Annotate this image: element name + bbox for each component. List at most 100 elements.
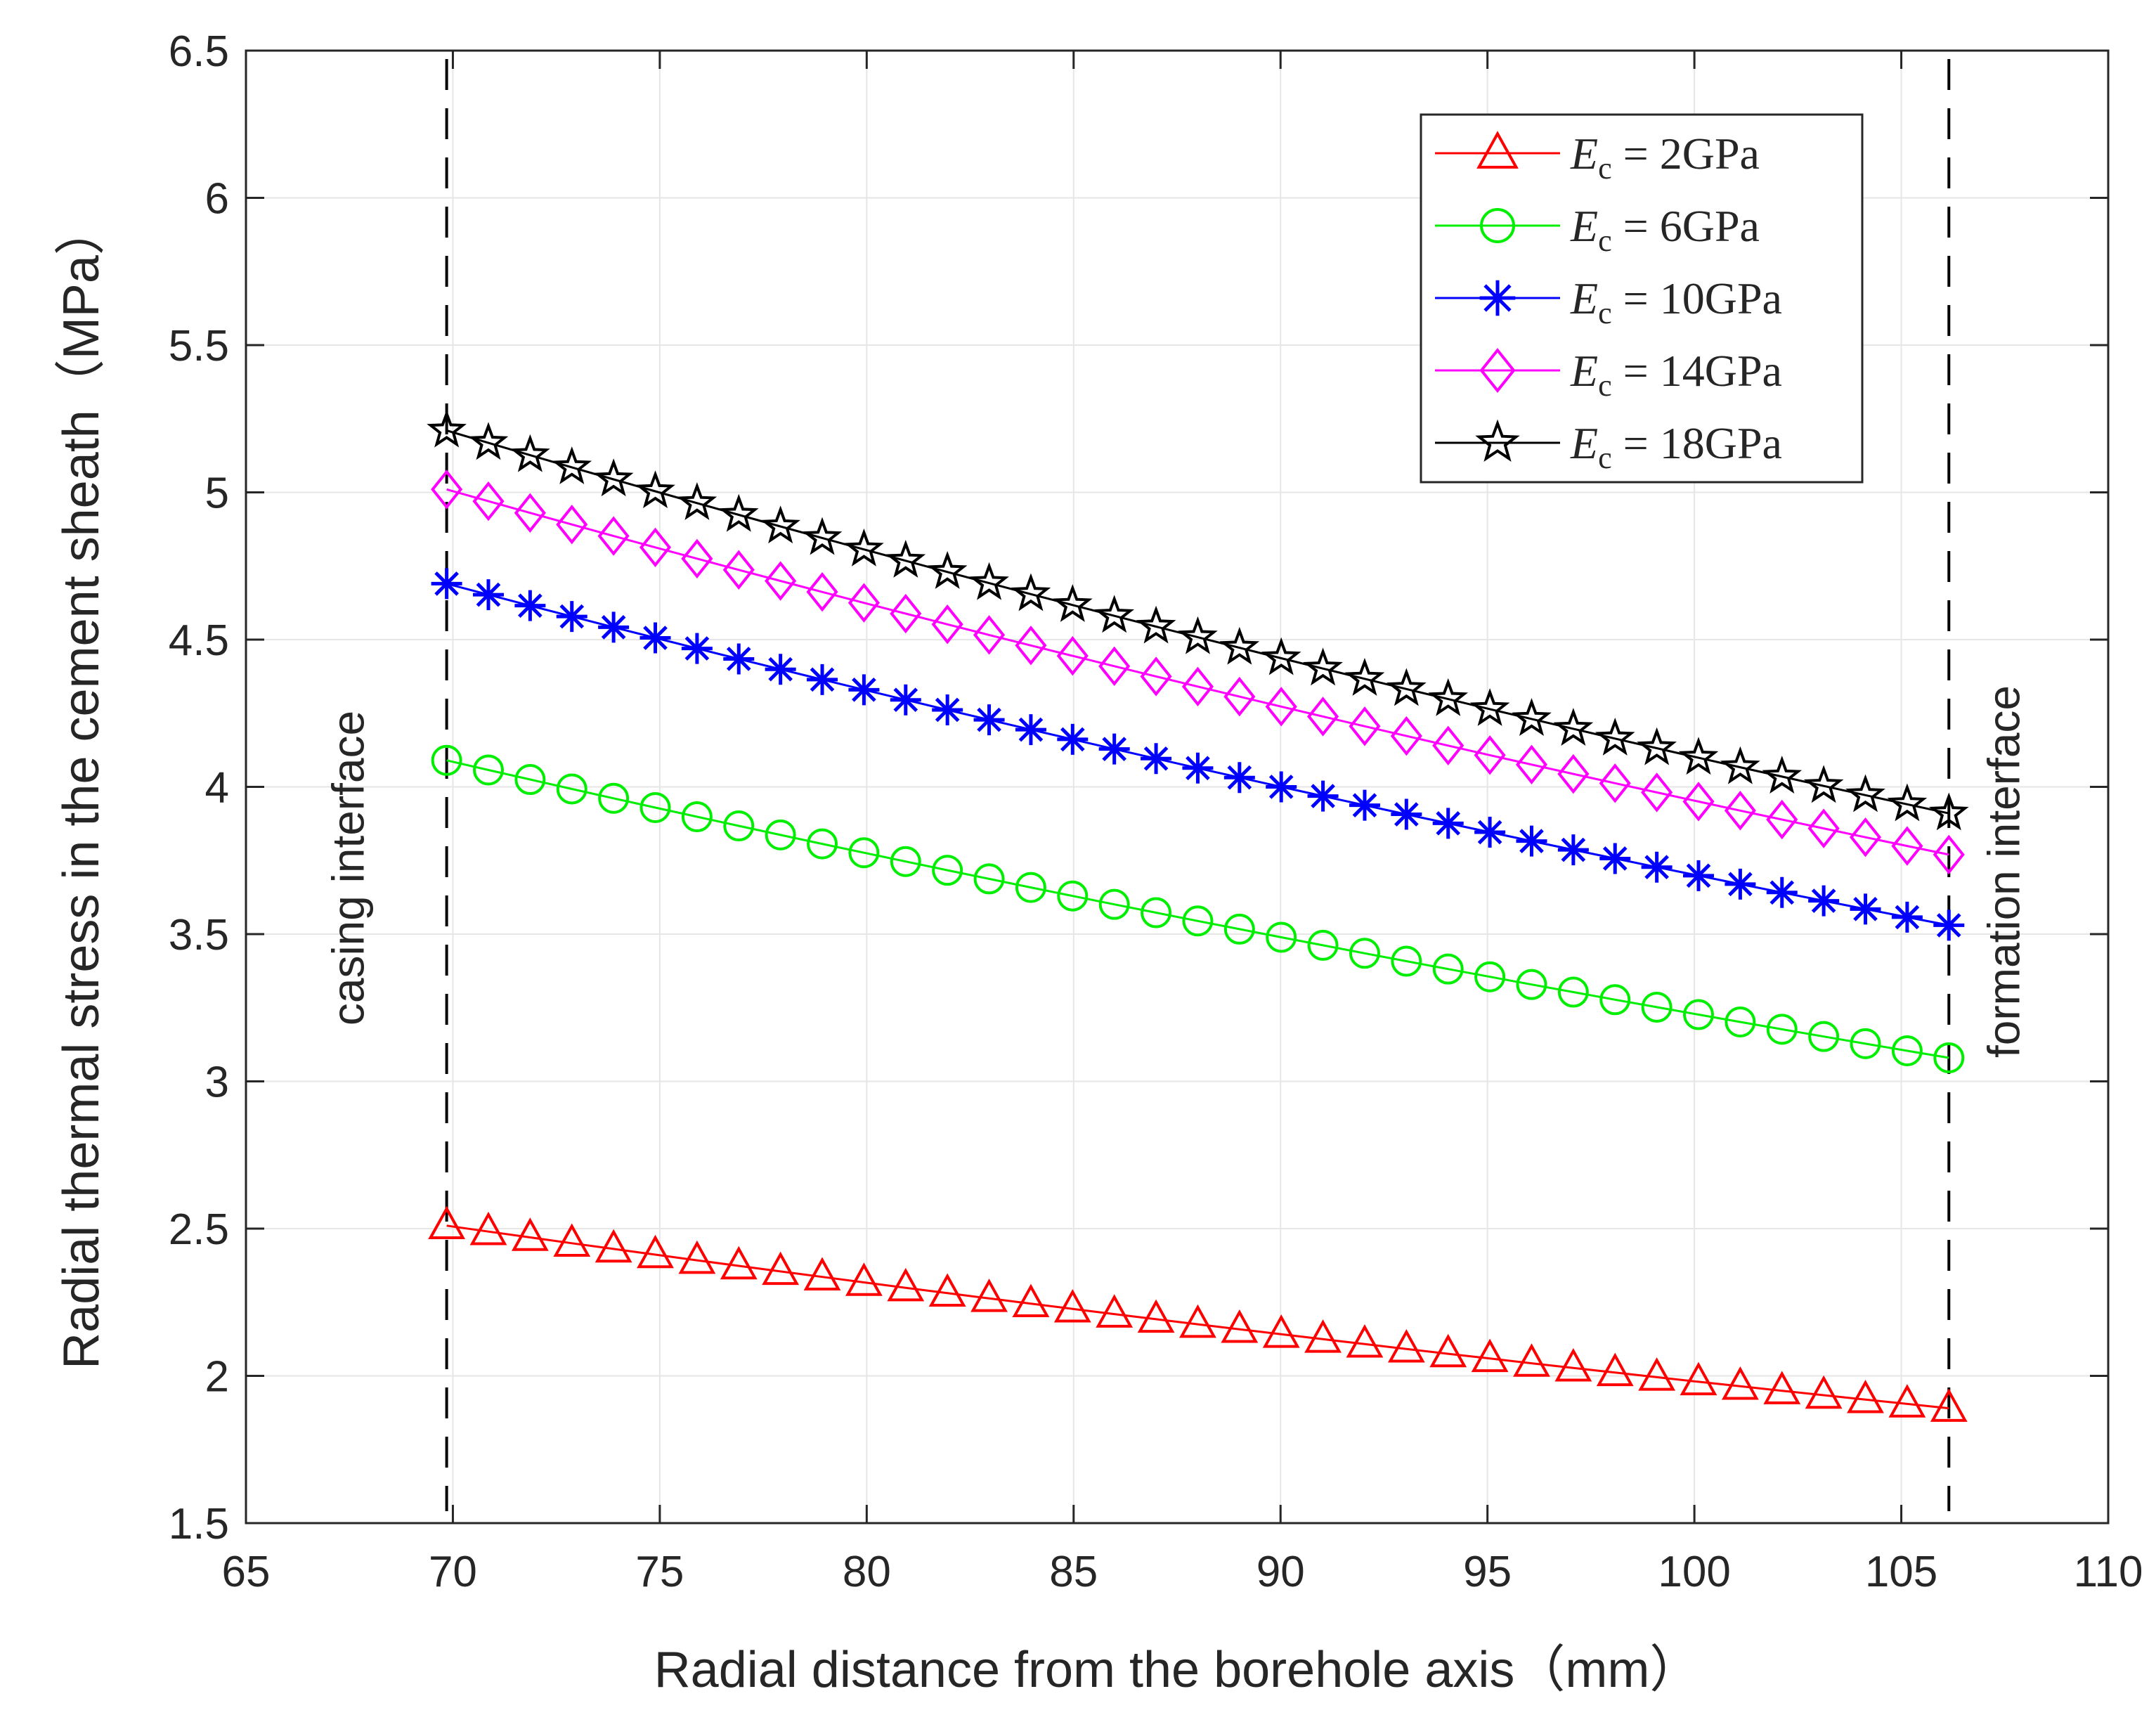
diamond-marker: [1265, 687, 1297, 727]
star-marker: [1219, 626, 1260, 665]
triangle-marker: [1179, 1304, 1216, 1338]
asterisk-marker: [1683, 860, 1714, 891]
triangle-marker: [553, 1223, 591, 1257]
asterisk-marker: [1479, 280, 1516, 316]
legend-entry: Ec = 14GPa: [1435, 346, 1782, 403]
triangle-marker: [637, 1234, 674, 1269]
asterisk-marker: [1850, 893, 1881, 925]
star-marker: [1178, 616, 1218, 654]
asterisk-marker: [1641, 851, 1673, 883]
star-marker: [1845, 774, 1885, 813]
asterisk-marker: [431, 568, 462, 600]
legend-symbol: E: [1570, 273, 1598, 323]
diamond-marker: [1181, 666, 1214, 707]
x-tick-label: 65: [222, 1548, 271, 1596]
legend-value: = 6GPa: [1612, 201, 1760, 251]
circle-marker: [1766, 1014, 1798, 1045]
circle-marker: [1266, 921, 1297, 953]
asterisk-marker: [807, 664, 838, 695]
legend-value: = 10GPa: [1612, 273, 1782, 323]
star-marker: [1595, 717, 1635, 756]
y-tick-label: 5.5: [169, 322, 229, 370]
diamond-marker: [1891, 826, 1923, 866]
asterisk-marker: [1391, 798, 1422, 830]
star-marker: [718, 493, 759, 532]
diamond-marker: [1390, 716, 1422, 756]
diamond-marker: [1933, 834, 1965, 875]
y-tick-label: 5: [205, 470, 229, 518]
y-tick-label: 2: [205, 1353, 229, 1402]
circle-marker: [1307, 929, 1339, 961]
circle-marker: [1808, 1021, 1840, 1052]
star-marker: [552, 446, 592, 484]
triangle-marker: [720, 1245, 758, 1280]
star-marker: [1387, 668, 1427, 706]
circle-marker: [765, 819, 796, 850]
x-tick-label: 90: [1256, 1548, 1305, 1596]
star-marker: [969, 562, 1009, 600]
asterisk-marker: [556, 601, 587, 633]
triangle-marker: [511, 1217, 549, 1251]
diamond-marker: [597, 516, 630, 556]
star-marker: [1762, 756, 1803, 794]
triangle-marker: [1596, 1352, 1634, 1387]
triangle-marker: [1680, 1361, 1717, 1396]
diamond-marker: [1807, 808, 1840, 848]
circle-marker: [1141, 897, 1172, 928]
asterisk-marker: [890, 684, 921, 716]
diamond-marker: [1307, 697, 1339, 737]
star-marker: [927, 550, 968, 589]
circle-marker: [431, 744, 462, 776]
star-marker: [1344, 658, 1385, 696]
legend-symbol: E: [1570, 129, 1598, 179]
asterisk-marker: [1307, 780, 1339, 812]
x-tick-label: 70: [429, 1548, 477, 1596]
star-marker: [468, 422, 509, 460]
circle-marker: [1641, 991, 1673, 1023]
x-tick-label: 95: [1463, 1548, 1512, 1596]
y-tick-label: 6: [205, 175, 229, 224]
y-tick-label: 4.5: [169, 616, 229, 665]
legend-subscript: c: [1598, 296, 1612, 330]
star-marker: [1136, 605, 1176, 644]
diamond-marker: [1599, 763, 1631, 803]
y-tick-label: 4: [205, 764, 229, 813]
star-marker: [1261, 637, 1301, 675]
star-marker: [1469, 688, 1510, 726]
circle-marker: [723, 810, 755, 842]
series-line: [446, 1224, 1949, 1410]
interface-lines: [445, 59, 1951, 1511]
circle-marker: [1391, 945, 1422, 977]
triangle-marker: [469, 1211, 507, 1245]
asterisk-marker: [1557, 834, 1589, 866]
legend-label: Ec = 2GPa: [1570, 129, 1760, 186]
triangle-marker: [762, 1251, 800, 1286]
triangle-marker: [1805, 1375, 1843, 1409]
annotations: casing interface formation interface: [323, 685, 2030, 1058]
x-axis-label: Radial distance from the borehole axis（m…: [654, 1642, 1701, 1698]
triangle-marker: [887, 1267, 925, 1302]
diamond-marker: [765, 561, 797, 601]
triangle-marker: [1053, 1288, 1091, 1323]
star-marker: [844, 528, 884, 567]
asterisk-marker: [1098, 733, 1130, 765]
annotation-label: casing interface: [323, 711, 374, 1025]
asterisk-marker: [723, 643, 755, 675]
legend-subscript: c: [1598, 441, 1612, 475]
legend-value: = 18GPa: [1612, 418, 1782, 468]
legend-subscript: c: [1598, 151, 1612, 186]
triangle-marker: [1221, 1309, 1259, 1343]
diamond-marker: [1098, 646, 1131, 687]
star-marker: [802, 517, 843, 555]
series-2: [431, 744, 1965, 1073]
diamond-marker: [1641, 772, 1673, 813]
diamond-marker: [1479, 348, 1516, 393]
diamond-marker: [1015, 626, 1047, 666]
annotation-label: formation interface: [1978, 685, 2029, 1058]
circle-marker: [1557, 976, 1589, 1008]
diamond-marker: [1140, 656, 1172, 697]
legend-value: = 14GPa: [1612, 346, 1782, 396]
asterisk-marker: [1516, 825, 1547, 857]
asterisk-marker: [1891, 901, 1923, 933]
